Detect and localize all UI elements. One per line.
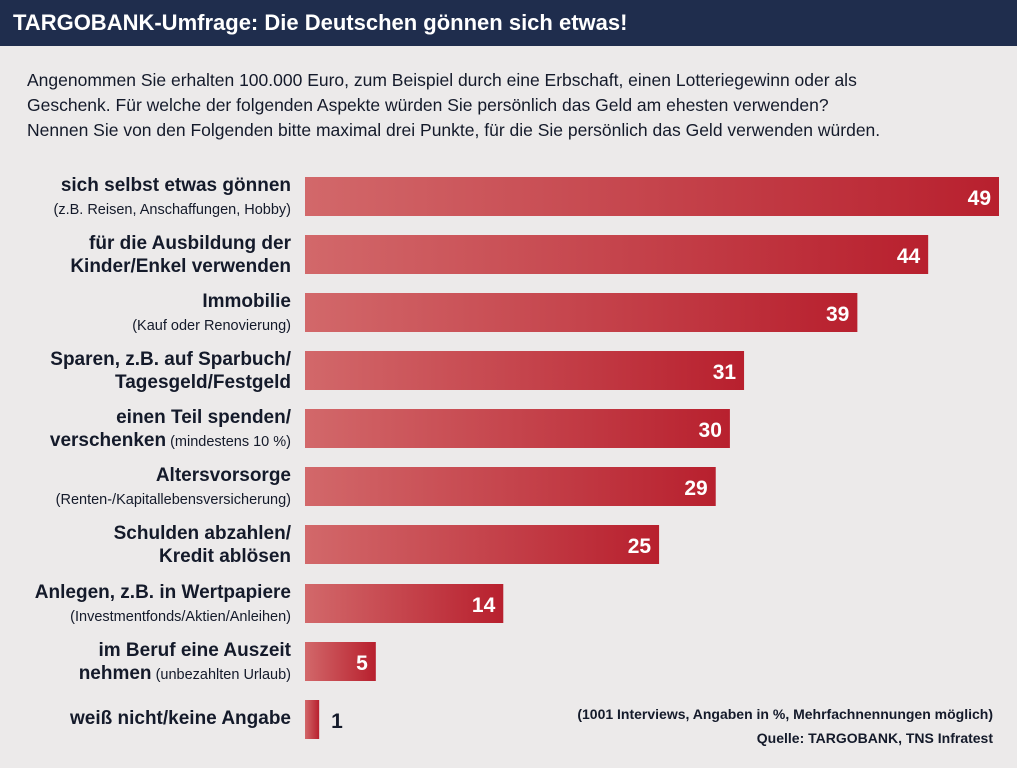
bar [305,293,858,332]
category-label-detail: (z.B. Reisen, Anschaffungen, Hobby) [53,202,291,218]
bar [305,642,376,681]
category-label-main: Tagesgeld/Festgeld [115,372,291,393]
bar [305,351,745,390]
bar [305,467,716,506]
category-label-line: einen Teil spenden/ [50,406,291,429]
category-label-line: Schulden abzahlen/ [114,522,291,545]
category-label-line: für die Ausbildung der [70,232,291,255]
category-label-line: Altersvorsorge [56,464,291,487]
footnote-source: Quelle: TARGOBANK, TNS Infratest [756,730,993,746]
category-label-line: Immobilie [132,290,291,313]
category-label-line: Kredit ablösen [114,545,291,568]
category-label-main: sich selbst etwas gönnen [60,175,291,196]
category-label-detail: (unbezahlten Urlaub) [151,667,291,683]
category-label-main: weiß nicht/keine Angabe [69,708,291,729]
category-label-main: Schulden abzahlen/ [113,523,291,544]
category-label-main: Immobilie [202,291,291,312]
category-label-line: (z.B. Reisen, Anschaffungen, Hobby) [53,197,291,222]
bar-value-label: 31 [713,361,737,384]
category-label-detail: (mindestens 10 %) [166,434,291,450]
bar [305,525,660,564]
category-label-detail: (Investmentfonds/Aktien/Anleihen) [70,609,291,625]
bar [305,409,730,448]
bar-value-label: 39 [826,303,849,326]
category-label: sich selbst etwas gönnen (z.B. Reisen, An… [53,174,291,222]
category-label-main: verschenken [49,430,167,451]
category-label-main: Anlegen, z.B. in Wertpapiere [34,582,291,603]
header-bar: TARGOBANK-Umfrage: Die Deutschen gönnen … [0,0,1017,46]
category-label: Immobilie (Kauf oder Renovierung) [132,290,291,338]
category-label-line: (Kauf oder Renovierung) [132,313,291,338]
bar-value-label: 5 [356,652,368,675]
bar-value-label: 14 [472,594,496,617]
category-label-line: verschenken (mindestens 10 %) [50,429,291,454]
category-label-line: (Renten-/Kapitallebensversicherung) [56,487,291,512]
category-label: im Beruf eine Auszeit nehmen (unbezahlten… [79,639,291,687]
category-label-line: Tagesgeld/Festgeld [50,371,291,394]
category-label: einen Teil spenden/verschenken (mindeste… [50,406,291,454]
category-label-main: Kinder/Enkel verwenden [70,256,291,277]
category-label-detail: (Kauf oder Renovierung) [132,318,291,334]
category-label-line: sich selbst etwas gönnen [53,174,291,197]
category-label-main: im Beruf eine Auszeit [98,640,291,661]
bars-group: 49 44 39 31 30 29 25 14 5 1 [305,177,999,739]
footnote-methodology: (1001 Interviews, Angaben in %, Mehrfach… [577,706,993,722]
category-label-line: Anlegen, z.B. in Wertpapiere [35,581,291,604]
category-label-main: nehmen [78,663,152,684]
survey-question: Angenommen Sie erhalten 100.000 Euro, zu… [27,68,1002,143]
category-label: Altersvorsorge (Renten-/Kapitallebensvers… [56,464,291,512]
bar-value-label: 29 [684,477,707,500]
category-label: für die Ausbildung der Kinder/Enkel verwe… [70,232,291,278]
footnote: (1001 Interviews, Angaben in %, Mehrfach… [577,702,993,750]
bar-value-label: 44 [897,245,921,268]
question-line-1: Angenommen Sie erhalten 100.000 Euro, zu… [27,70,857,90]
question-line-2: Geschenk. Für welche der folgenden Aspek… [27,95,829,115]
category-label-line: weiß nicht/keine Angabe [70,707,291,730]
question-line-3: Nennen Sie von den Folgenden bitte maxim… [27,120,881,140]
category-label: Anlegen, z.B. in Wertpapiere (Investmentf… [35,581,291,629]
category-label-main: einen Teil spenden/ [116,407,291,428]
bar-value-label: 49 [968,187,991,210]
category-label: Schulden abzahlen/Kredit ablösen [114,522,291,568]
category-label-line: Kinder/Enkel verwenden [70,255,291,278]
category-label: weiß nicht/keine Angabe [70,707,291,730]
bar [305,235,929,274]
category-label-line: Sparen, z.B. auf Sparbuch/ [50,348,291,371]
category-label-main: für die Ausbildung der [89,233,291,254]
category-label-main: Altersvorsorge [155,465,291,486]
bar [305,584,504,623]
category-label: Sparen, z.B. auf Sparbuch/Tagesgeld/Fest… [50,348,291,394]
bar-value-label: 30 [699,419,722,442]
category-label-main: Kredit ablösen [159,546,291,567]
category-label-detail: (Renten-/Kapitallebensversicherung) [55,492,291,508]
bar-value-label: 1 [331,710,343,733]
bar-value-label: 25 [628,535,652,558]
page-title: TARGOBANK-Umfrage: Die Deutschen gönnen … [13,10,628,35]
category-label-line: nehmen (unbezahlten Urlaub) [79,662,291,687]
category-label-main: Sparen, z.B. auf Sparbuch/ [50,349,291,370]
category-label-line: im Beruf eine Auszeit [79,639,291,662]
category-label-line: (Investmentfonds/Aktien/Anleihen) [35,604,291,629]
bar [305,700,320,739]
bar [305,177,999,216]
